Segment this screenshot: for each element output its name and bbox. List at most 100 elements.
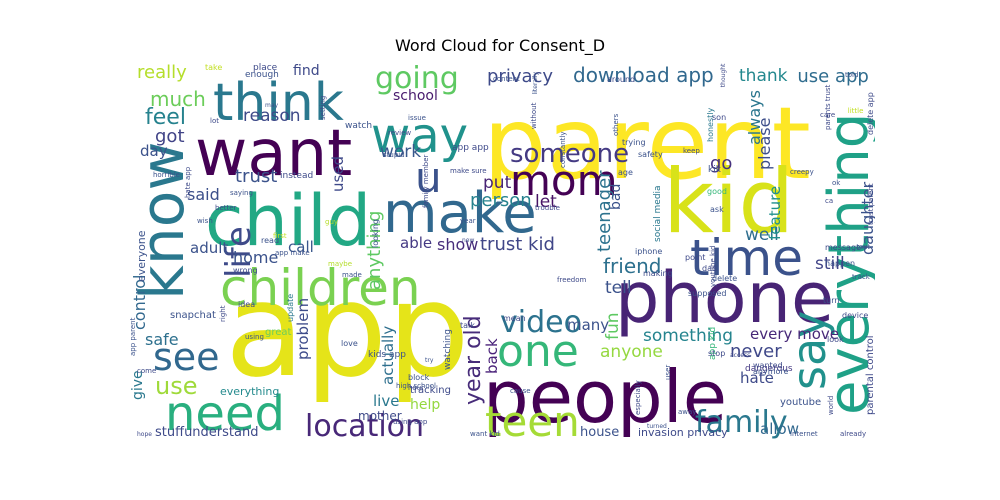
- word-new: new: [462, 237, 474, 244]
- word-wish: wish: [197, 217, 213, 225]
- word-constantly: constantly: [559, 131, 567, 168]
- word-literally: literally: [532, 72, 539, 95]
- word-tracking: tracking: [410, 385, 451, 396]
- word-give: give: [130, 370, 146, 400]
- word-fun: fun: [603, 312, 623, 340]
- word-say: say: [782, 311, 836, 390]
- word-control: control: [130, 275, 149, 330]
- word-kids-app: kids app: [368, 350, 406, 360]
- word-app-app: app app: [452, 143, 489, 153]
- word-around: around: [607, 75, 635, 84]
- word-one: one: [497, 326, 579, 377]
- word-everything-2: everything: [220, 385, 279, 398]
- word-want-kid: want kid: [470, 430, 500, 438]
- word-right: right: [219, 305, 227, 322]
- word-making: making: [643, 269, 673, 278]
- word-well: well: [745, 225, 779, 245]
- word-wanted: wanted: [753, 361, 783, 370]
- word-tell: tell: [605, 278, 632, 298]
- word-made: made: [342, 271, 362, 279]
- word-keep: keep: [683, 147, 700, 155]
- word-back: back: [483, 338, 501, 374]
- word-youtube: youtube: [780, 397, 821, 408]
- word-parents-trust: parents trust: [824, 84, 832, 130]
- word-maybe: maybe: [328, 260, 352, 268]
- word-world: world: [827, 396, 835, 415]
- word-son: son: [712, 113, 726, 122]
- word-children: children: [220, 259, 421, 317]
- word-actually: actually: [379, 326, 397, 385]
- word-creepy: creepy: [790, 168, 814, 176]
- word-update: update: [286, 294, 295, 322]
- word-review: review: [388, 129, 411, 137]
- word-message: message: [825, 243, 861, 252]
- word-need: need: [165, 386, 285, 440]
- word-looking: looking: [371, 219, 380, 248]
- word-enough: enough: [245, 70, 279, 80]
- word-track: track: [852, 273, 871, 281]
- word-many: many: [567, 316, 609, 334]
- word-guy: guy: [325, 218, 338, 226]
- word-go: go: [710, 153, 732, 174]
- word-download-app: download app: [573, 63, 714, 87]
- word-anyone: anyone: [600, 342, 663, 362]
- word-stuffunderstand: stuffunderstand: [155, 425, 258, 440]
- word-better: better: [215, 204, 237, 212]
- word-family: family: [695, 405, 788, 440]
- word-call: call: [288, 238, 314, 256]
- word-away: away: [678, 408, 696, 416]
- word-horrible: horrible: [153, 171, 180, 179]
- word-year: year: [460, 217, 476, 225]
- word-stupid: stupid: [383, 151, 405, 159]
- word-put: put: [483, 173, 512, 193]
- word-thought: thought: [720, 63, 727, 87]
- word-parent: parent: [483, 85, 811, 202]
- word-friend: friend: [603, 254, 662, 278]
- word-life: life: [219, 226, 259, 278]
- word-user: user: [664, 365, 672, 380]
- word-want: want: [195, 117, 352, 191]
- word-kik: kik: [708, 165, 722, 175]
- word-text: text: [856, 243, 870, 251]
- word-may: may: [265, 102, 279, 109]
- word-please: please: [755, 118, 774, 170]
- word-used: used: [329, 156, 347, 192]
- word-phone: phone: [615, 257, 834, 339]
- word-still: still: [815, 254, 845, 274]
- word-cause: cause: [510, 387, 531, 395]
- word-see: see: [153, 335, 220, 379]
- word-social-media: social media: [653, 185, 663, 242]
- word-access: access: [730, 352, 750, 359]
- word-family-member: family member: [422, 154, 430, 208]
- word-use: use: [155, 372, 197, 400]
- word-way: way: [371, 108, 468, 164]
- word-never: never: [730, 341, 782, 362]
- word-good: good: [707, 187, 727, 196]
- word-mom: mom: [510, 156, 618, 205]
- word-delete-app: delete app: [866, 92, 875, 135]
- word-first: first: [273, 232, 287, 240]
- word-place: place: [253, 63, 278, 73]
- word-idea: idea: [238, 300, 255, 309]
- word-delete: delete: [712, 274, 737, 283]
- word-know: know: [128, 141, 198, 300]
- word-try: try: [425, 357, 434, 364]
- word-great: great: [265, 327, 292, 338]
- word-watch: watch: [345, 121, 372, 131]
- word-feature: feature: [766, 186, 784, 240]
- word-especially: especially: [634, 380, 642, 415]
- word-talk: talk: [460, 321, 475, 330]
- word-turned: turned: [647, 423, 667, 430]
- word-supposed: supposed: [688, 289, 726, 298]
- word-mother: mother: [358, 409, 402, 423]
- word-trust-kid: trust kid: [480, 234, 555, 255]
- word-kid: kid: [663, 150, 794, 253]
- word-told: told: [845, 71, 858, 79]
- word-device: device: [842, 311, 868, 320]
- word-dad: dad: [702, 264, 717, 273]
- word-cloud-area: app parent kid people phone child want know ever…: [125, 60, 875, 440]
- word-allow: allow: [760, 420, 799, 438]
- word-snapchat: snapchat: [170, 310, 216, 321]
- word-point: point: [685, 253, 705, 262]
- word-day: day: [140, 142, 168, 160]
